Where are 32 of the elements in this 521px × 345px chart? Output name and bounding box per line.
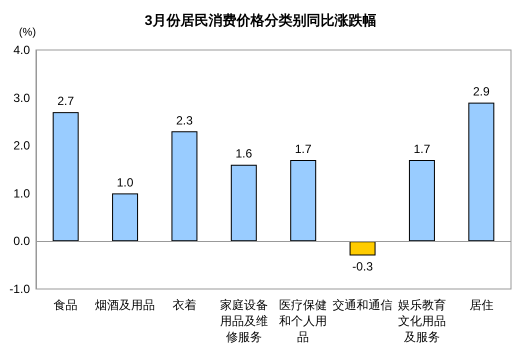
data-label: 2.3: [176, 113, 194, 128]
bar: [408, 160, 435, 242]
data-label: 2.9: [472, 84, 490, 99]
bar: [290, 160, 316, 242]
x-tick-label: 医疗保健和个人用品: [279, 298, 328, 344]
y-tick-label: 3.0: [13, 90, 30, 105]
y-tick-label: 2.0: [13, 138, 30, 153]
data-label: 1.7: [294, 142, 312, 156]
y-tick-label: 0.0: [13, 234, 30, 248]
bar: [350, 241, 376, 256]
chart-title: 3月份居民消费价格分类别同比涨跌幅: [144, 12, 376, 28]
bar: [52, 112, 79, 242]
x-tick-label: 娱乐教育文化用品及服务: [398, 298, 446, 344]
data-label: 2.7: [57, 94, 74, 108]
data-label: 1.6: [235, 146, 252, 161]
bar: [468, 102, 494, 242]
y-tick-label: -1.0: [9, 282, 30, 296]
y-tick-label: 1.0: [13, 186, 30, 200]
y-tick-label: 4.0: [13, 43, 30, 57]
bar: [171, 131, 198, 242]
x-tick-label: 烟酒及用品: [95, 298, 156, 312]
x-tick-label: 食品: [54, 298, 78, 312]
x-tick-label: 居住: [469, 298, 494, 312]
bar: [112, 193, 138, 242]
data-label: -0.3: [352, 260, 374, 274]
x-tick-label: 家庭设备用品及维修服务: [220, 298, 268, 344]
bar: [230, 164, 257, 242]
x-tick-label: 交通和通信: [332, 298, 393, 312]
y-axis-title: (%): [18, 26, 36, 38]
data-label: 1.7: [414, 142, 431, 156]
x-tick-label: 衣着: [172, 298, 196, 312]
data-label: 1.0: [116, 175, 134, 190]
